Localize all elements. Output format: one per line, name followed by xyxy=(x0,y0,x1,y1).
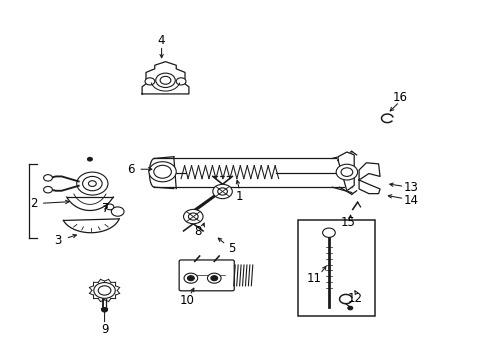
Text: 13: 13 xyxy=(403,181,418,194)
Polygon shape xyxy=(358,180,379,194)
Circle shape xyxy=(77,172,108,195)
Circle shape xyxy=(176,78,185,85)
Polygon shape xyxy=(63,219,119,233)
Text: 10: 10 xyxy=(180,294,195,307)
Text: 15: 15 xyxy=(340,216,355,229)
Circle shape xyxy=(149,162,176,182)
Polygon shape xyxy=(337,152,353,191)
Circle shape xyxy=(210,276,217,281)
FancyBboxPatch shape xyxy=(179,260,234,291)
Circle shape xyxy=(207,273,221,283)
Text: 3: 3 xyxy=(55,234,62,247)
Polygon shape xyxy=(66,197,113,211)
Circle shape xyxy=(183,210,203,224)
Text: 4: 4 xyxy=(158,33,165,47)
Circle shape xyxy=(98,286,111,295)
Text: 6: 6 xyxy=(127,163,135,176)
Text: 7: 7 xyxy=(102,202,109,215)
Circle shape xyxy=(156,73,175,87)
Circle shape xyxy=(145,78,155,85)
Text: 5: 5 xyxy=(227,242,235,255)
Circle shape xyxy=(94,283,115,298)
Bar xyxy=(298,220,374,316)
Polygon shape xyxy=(142,62,188,94)
Text: 11: 11 xyxy=(306,272,321,285)
Circle shape xyxy=(335,164,357,180)
Circle shape xyxy=(187,276,194,281)
Polygon shape xyxy=(358,163,379,180)
Circle shape xyxy=(88,181,96,186)
Text: 14: 14 xyxy=(403,194,418,207)
Text: 1: 1 xyxy=(235,190,243,203)
Circle shape xyxy=(43,175,52,181)
Circle shape xyxy=(160,76,170,84)
Circle shape xyxy=(111,207,124,216)
Circle shape xyxy=(87,157,92,161)
Circle shape xyxy=(82,176,102,191)
Circle shape xyxy=(188,213,198,220)
Text: 8: 8 xyxy=(194,225,202,238)
Text: 16: 16 xyxy=(392,91,407,104)
Text: 12: 12 xyxy=(346,292,362,305)
Circle shape xyxy=(212,184,232,199)
Circle shape xyxy=(154,165,171,178)
Circle shape xyxy=(43,186,52,193)
Circle shape xyxy=(106,204,114,210)
Circle shape xyxy=(322,228,335,237)
Text: 2: 2 xyxy=(30,197,38,210)
Text: 9: 9 xyxy=(101,323,108,336)
Circle shape xyxy=(217,188,227,195)
Circle shape xyxy=(340,168,352,176)
Circle shape xyxy=(183,273,197,283)
Circle shape xyxy=(102,308,107,312)
Circle shape xyxy=(347,306,352,310)
